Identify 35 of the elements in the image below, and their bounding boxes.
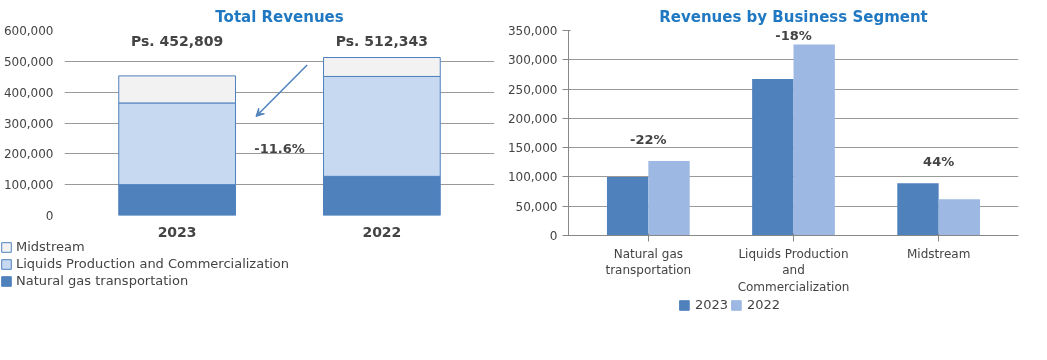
annotation: -11.6% <box>254 141 305 157</box>
legend-label: Natural gas transportation <box>16 273 189 288</box>
y-tick-label: 250,000 <box>507 82 558 97</box>
bar <box>897 183 939 236</box>
bar <box>606 176 649 236</box>
y-tick-label: 150,000 <box>507 141 558 156</box>
y-tick-label: 0 <box>549 229 558 243</box>
annotation: 44% <box>923 154 955 170</box>
bar <box>793 44 835 236</box>
y-tick-label: 200,000 <box>3 147 54 162</box>
legend-label: 2022 <box>747 297 781 312</box>
bar <box>938 199 981 236</box>
x-tick-label: Natural gas transportation <box>605 246 692 278</box>
y-tick-label: 0 <box>45 209 54 223</box>
total-label: Ps. 512,343 <box>335 33 429 50</box>
x-tick-label: Liquids Production and Commercialization <box>737 246 850 295</box>
chart-title: Total Revenues <box>215 7 344 26</box>
annotation: -18% <box>775 27 812 43</box>
x-tick-label: Midstream <box>906 246 971 261</box>
y-tick-label: 500,000 <box>3 54 54 69</box>
legend-label: 2023 <box>694 297 728 312</box>
y-tick-label: 200,000 <box>507 111 558 126</box>
bar <box>752 79 794 236</box>
y-tick-label: 300,000 <box>3 116 54 131</box>
y-tick-label: 100,000 <box>3 178 54 193</box>
bar <box>648 161 690 236</box>
annotation: -22% <box>630 131 667 147</box>
total-label: Ps. 452,809 <box>130 33 224 50</box>
y-tick-label: 50,000 <box>515 199 558 214</box>
y-tick-label: 300,000 <box>507 53 558 68</box>
chart-title: Revenues by Business Segment <box>659 7 928 26</box>
y-tick-label: 600,000 <box>3 24 54 38</box>
y-tick-label: 100,000 <box>507 170 558 185</box>
y-tick-label: 350,000 <box>507 24 558 38</box>
y-tick-label: 400,000 <box>3 85 54 100</box>
